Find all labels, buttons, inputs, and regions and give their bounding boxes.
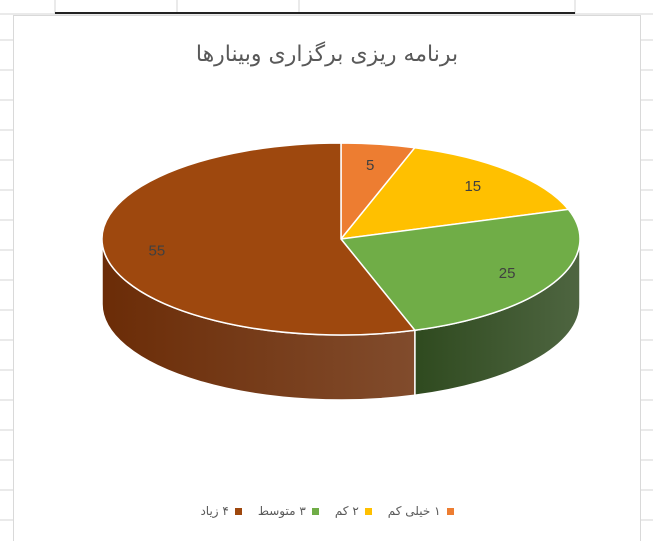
legend-swatch bbox=[446, 507, 454, 515]
data-label-3: 25 bbox=[499, 265, 516, 282]
legend-swatch bbox=[311, 507, 319, 515]
data-labels: 5 15 25 55 bbox=[149, 157, 516, 282]
data-label-4: 55 bbox=[149, 243, 166, 260]
chart-title[interactable]: برنامه ریزی برگزاری وبینارها bbox=[195, 42, 459, 67]
data-label-2: 15 bbox=[464, 178, 481, 195]
legend-swatch bbox=[234, 507, 242, 515]
legend[interactable]: ۱ خیلی کم ۲ کم ۳ متوسط ۴ زیاد bbox=[14, 504, 640, 518]
legend-label: ۱ خیلی کم bbox=[387, 504, 441, 518]
legend-swatch bbox=[364, 507, 372, 515]
legend-label: ۳ متوسط bbox=[257, 504, 306, 518]
pie-slice-4[interactable] bbox=[101, 142, 417, 336]
pie-chart[interactable]: 5 15 25 55 bbox=[14, 16, 640, 541]
legend-label: ۲ کم bbox=[334, 504, 359, 518]
legend-item-1[interactable]: ۱ خیلی کم bbox=[388, 504, 454, 518]
legend-item-3[interactable]: ۳ متوسط bbox=[258, 504, 319, 518]
legend-item-2[interactable]: ۲ کم bbox=[335, 504, 372, 518]
data-label-1: 5 bbox=[366, 157, 374, 174]
pie-slices bbox=[101, 142, 581, 336]
pie-slice-3[interactable] bbox=[339, 208, 581, 332]
legend-item-4[interactable]: ۴ زیاد bbox=[200, 504, 242, 518]
legend-label: ۴ زیاد bbox=[200, 504, 229, 518]
chart-area[interactable]: برنامه ریزی برگزاری وبینارها 5 15 25 55 ۱ خ… bbox=[14, 16, 640, 541]
